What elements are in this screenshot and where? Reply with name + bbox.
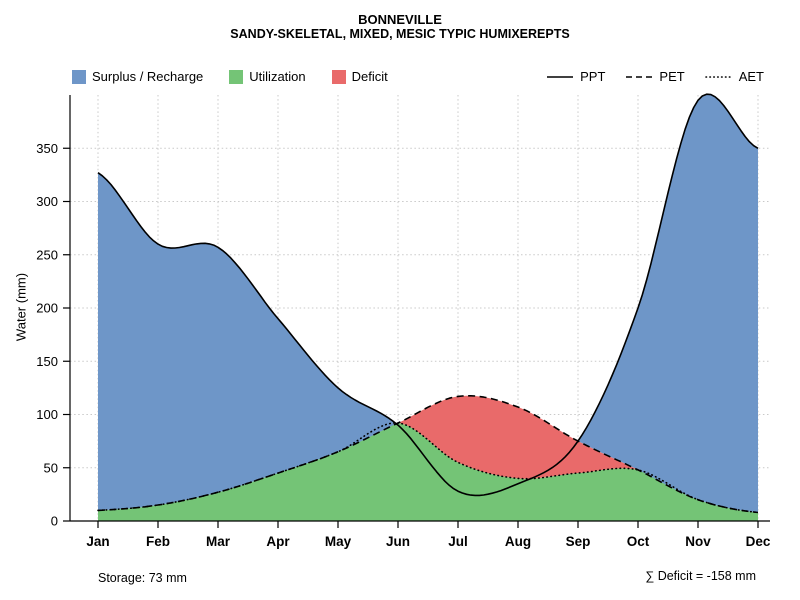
ppt-line bbox=[97, 93, 759, 497]
x-tick-label: May bbox=[325, 534, 352, 549]
chart-legend: Surplus / Recharge Utilization Deficit P… bbox=[72, 69, 764, 84]
utilization-swatch bbox=[229, 69, 244, 84]
legend-item-ppt: PPT bbox=[546, 69, 605, 84]
storage-annotation: Storage: 73 mm bbox=[98, 571, 187, 585]
x-tick-label: Apr bbox=[266, 534, 290, 549]
y-tick-label: 100 bbox=[36, 407, 58, 422]
legend-line-group: PPT PET AET bbox=[546, 69, 764, 84]
legend-area-group: Surplus / Recharge Utilization Deficit bbox=[72, 69, 388, 84]
deficit-area bbox=[398, 395, 638, 479]
ppt-label: PPT bbox=[580, 69, 606, 84]
pet-line bbox=[97, 395, 759, 514]
surplus-swatch bbox=[72, 69, 86, 84]
x-tick-label: Feb bbox=[146, 534, 170, 549]
utilization-area bbox=[98, 423, 758, 521]
x-tick-label: Nov bbox=[685, 534, 711, 549]
y-tick-label: 250 bbox=[36, 247, 58, 262]
chart-subtitle: SANDY-SKELETAL, MIXED, MESIC TYPIC HUMIX… bbox=[230, 27, 570, 41]
filled-regions bbox=[98, 94, 758, 521]
ppt-line-sample-icon bbox=[547, 75, 574, 78]
legend-item-utilization: Utilization bbox=[229, 69, 306, 84]
pet-label: PET bbox=[659, 69, 685, 84]
y-tick-label: 300 bbox=[36, 194, 58, 209]
x-tick-label: Jun bbox=[386, 534, 410, 549]
x-tick-label: Dec bbox=[746, 534, 771, 549]
y-tick-label: 0 bbox=[51, 514, 58, 529]
utilization-label: Utilization bbox=[249, 69, 306, 84]
x-tick-label: Sep bbox=[566, 534, 591, 549]
y-tick-label: 150 bbox=[36, 354, 58, 369]
x-tick-label: Jan bbox=[86, 534, 109, 549]
y-axis-title: Water (mm) bbox=[13, 272, 29, 342]
legend-item-surplus: Surplus / Recharge bbox=[72, 69, 203, 84]
x-tick-label: Jul bbox=[448, 534, 468, 549]
legend-item-pet: PET bbox=[625, 69, 685, 84]
x-tick-label: Aug bbox=[505, 534, 531, 549]
deficit-label: Deficit bbox=[351, 69, 388, 84]
page-title: BONNEVILLE bbox=[358, 12, 442, 27]
deficit-sum-annotation: ∑ Deficit = -158 mm bbox=[645, 569, 756, 583]
y-tick-label: 200 bbox=[36, 301, 58, 316]
axis-tick-labels: 0 50 100 150 200 250 300 350 Jan Feb Mar Apr May Jun J… bbox=[36, 141, 771, 549]
deficit-swatch bbox=[331, 69, 346, 84]
axes bbox=[63, 95, 770, 528]
aet-line-sample-icon bbox=[704, 75, 733, 78]
surplus-recharge-area bbox=[98, 172, 397, 511]
surplus-recharge-area bbox=[578, 94, 758, 513]
y-tick-label: 350 bbox=[36, 141, 58, 156]
series-lines bbox=[97, 93, 759, 514]
pet-line-sample-icon bbox=[626, 75, 653, 78]
y-tick-label: 50 bbox=[44, 460, 58, 475]
x-tick-label: Mar bbox=[206, 534, 231, 549]
x-tick-label: Oct bbox=[627, 534, 650, 549]
aet-label: AET bbox=[738, 69, 764, 84]
legend-item-aet: AET bbox=[704, 69, 764, 84]
legend-item-deficit: Deficit bbox=[331, 69, 388, 84]
aet-line bbox=[97, 422, 759, 514]
surplus-label: Surplus / Recharge bbox=[92, 69, 204, 84]
